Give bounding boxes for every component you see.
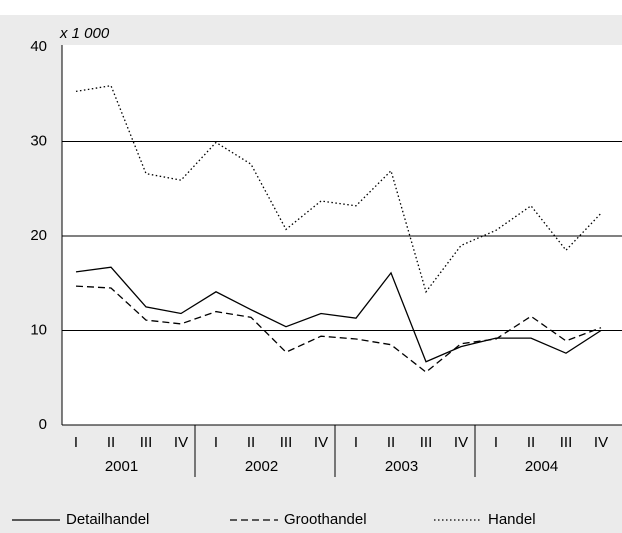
- x-tick-label: I: [494, 434, 498, 451]
- y-tick-label: 10: [30, 321, 47, 338]
- x-tick-label: IV: [594, 434, 608, 451]
- group-label: 2004: [525, 458, 558, 475]
- series-line: [75, 285, 602, 373]
- group-label: 2003: [385, 458, 418, 475]
- x-tick-label: II: [527, 434, 535, 451]
- x-tick-label: II: [107, 434, 115, 451]
- unit-label: x 1 000: [59, 25, 110, 42]
- x-tick-label: III: [140, 434, 153, 451]
- series-line: [75, 266, 602, 363]
- x-tick-label: I: [74, 434, 78, 451]
- group-label: 2002: [245, 458, 278, 475]
- x-tick-label: IV: [454, 434, 468, 451]
- x-tick-label: IV: [174, 434, 188, 451]
- x-tick-label: III: [280, 434, 293, 451]
- y-tick-label: 0: [39, 416, 47, 433]
- legend-label: Groothandel: [284, 511, 367, 528]
- x-tick-label: III: [420, 434, 433, 451]
- x-tick-label: II: [247, 434, 255, 451]
- plot-area: [62, 45, 622, 425]
- x-tick-label: IV: [314, 434, 328, 451]
- group-label: 2001: [105, 458, 138, 475]
- y-tick-label: 20: [30, 227, 47, 244]
- y-tick-label: 40: [30, 38, 47, 55]
- x-tick-label: I: [354, 434, 358, 451]
- x-tick-label: I: [214, 434, 218, 451]
- y-tick-label: 30: [30, 132, 47, 149]
- legend-label: Handel: [488, 511, 536, 528]
- legend-label: Detailhandel: [66, 511, 149, 528]
- x-tick-label: II: [387, 434, 395, 451]
- x-tick-label: III: [560, 434, 573, 451]
